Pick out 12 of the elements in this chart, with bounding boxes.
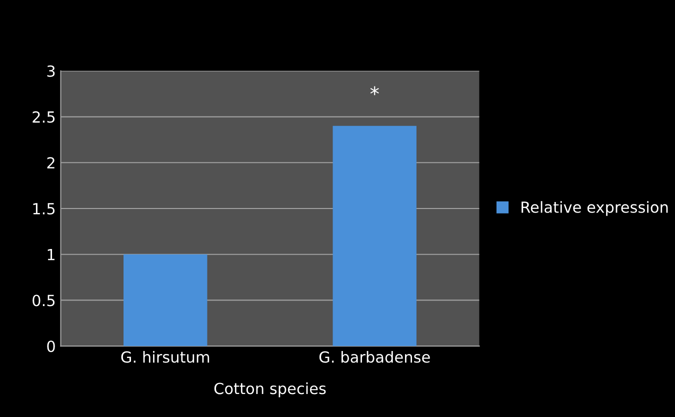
x-tick-label: G. hirsutum <box>121 350 210 363</box>
annotation: * <box>370 86 379 96</box>
y-tick-label: 0 <box>47 340 55 352</box>
y-tick-label: 3 <box>47 65 55 77</box>
y-tick-label: 1.5 <box>33 203 55 215</box>
y-tick-label: 2.5 <box>32 111 55 123</box>
legend-label: Relative expression <box>522 201 668 216</box>
x-tick-label: G. barbadense <box>319 350 430 363</box>
y-tick-label: 1 <box>48 249 54 260</box>
y-tick-label: 0.5 <box>32 294 55 306</box>
x-axis-title: Cotton species <box>214 382 326 398</box>
y-tick-label: 2 <box>47 157 54 168</box>
